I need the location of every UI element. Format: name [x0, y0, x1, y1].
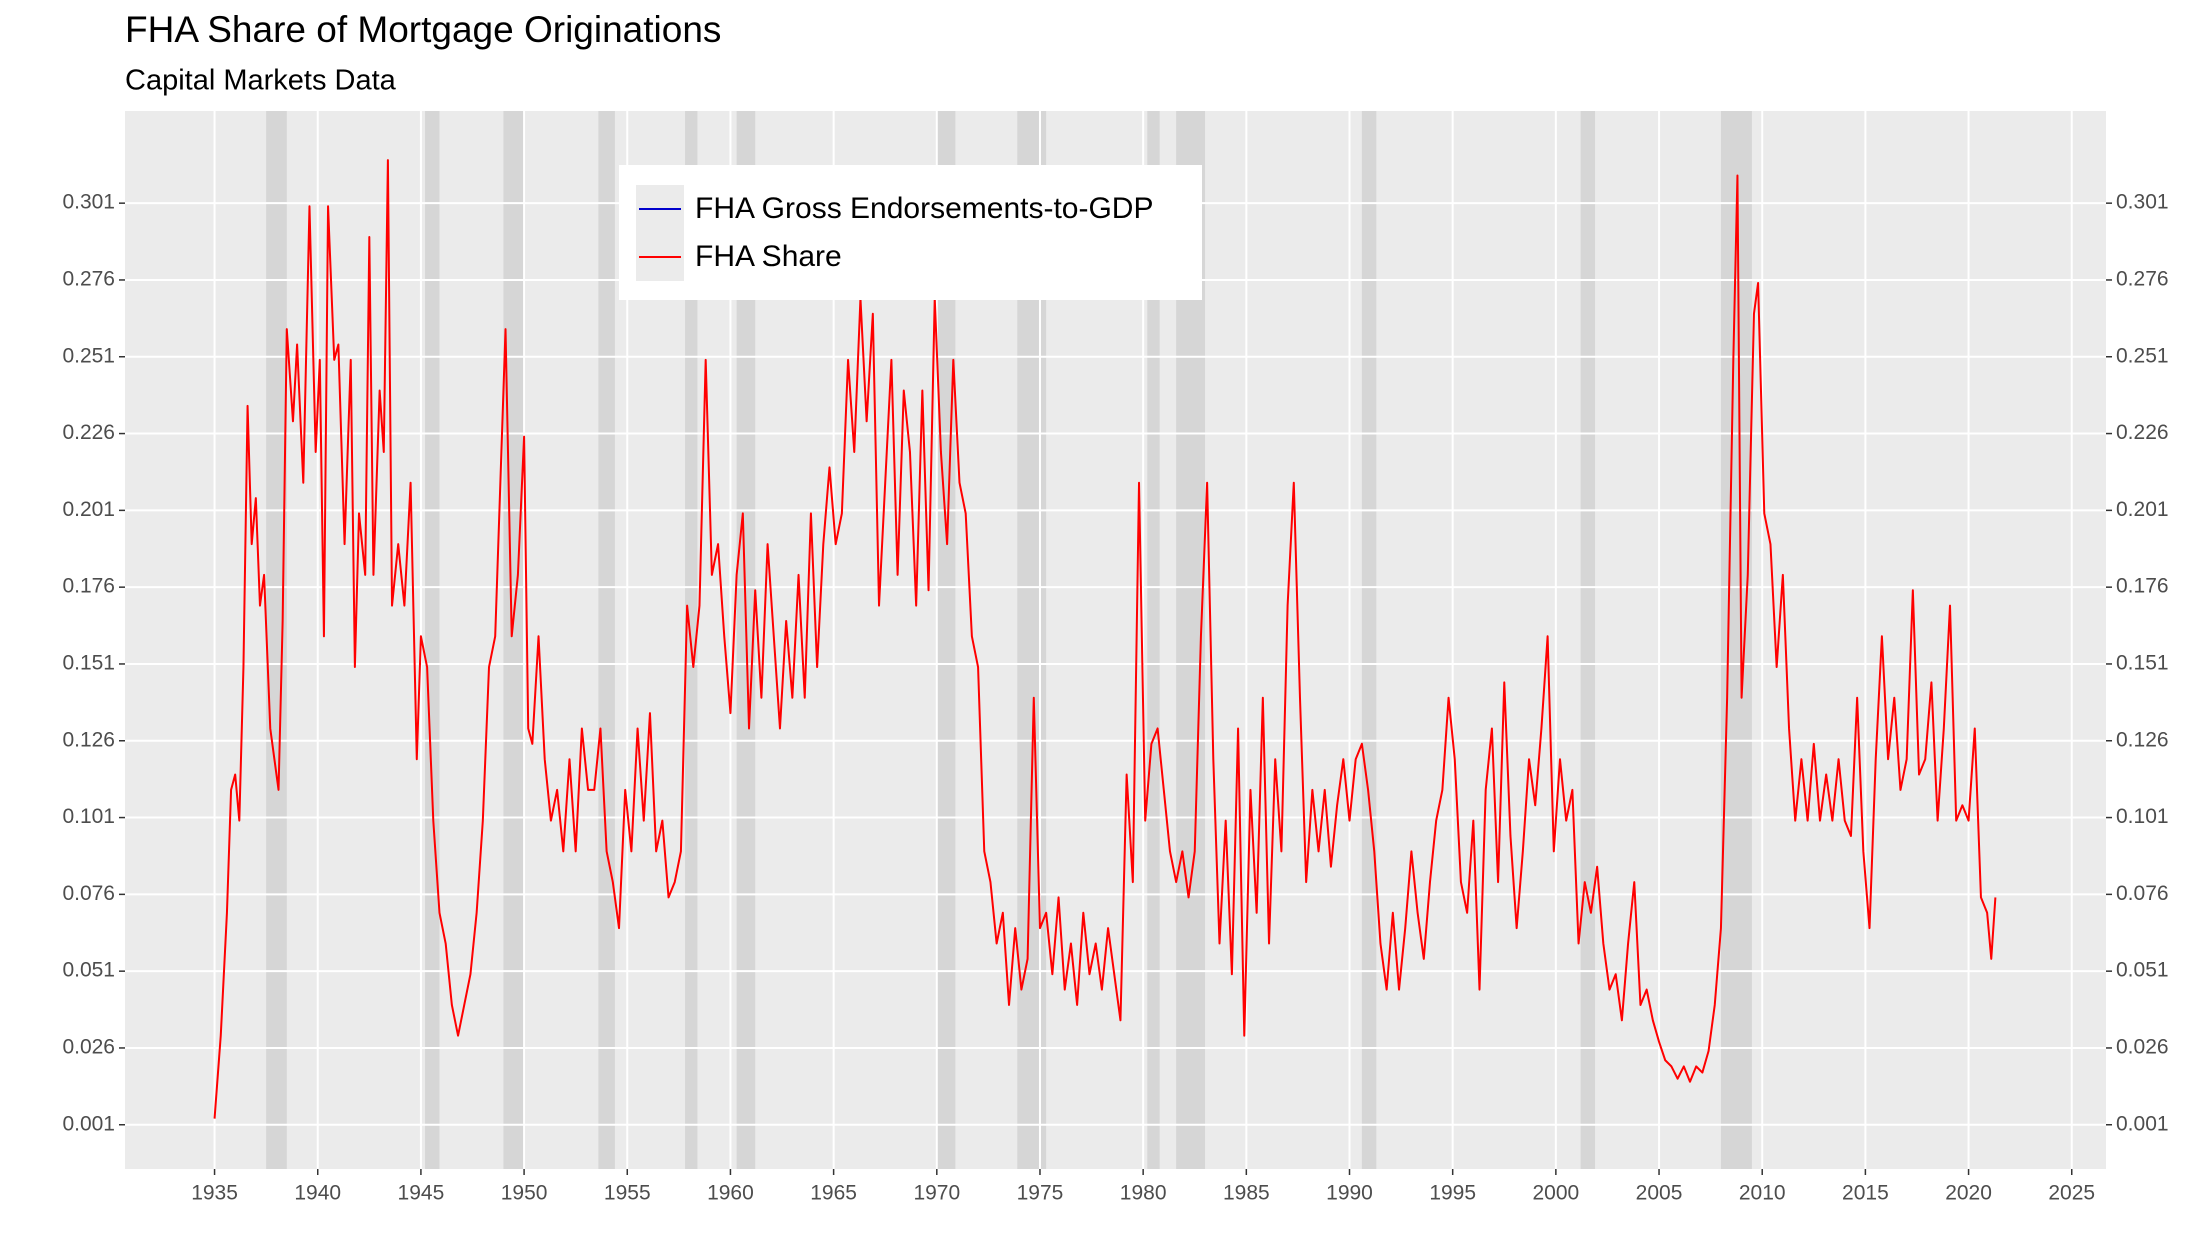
x-tick-label: 2015 — [1842, 1182, 1889, 1205]
y-tick-label: 0.176 — [62, 575, 115, 598]
y2-tick-label: 0.176 — [2116, 575, 2169, 598]
y2-tick-label: 0.226 — [2116, 421, 2169, 444]
y-tick-label: 0.201 — [62, 498, 115, 521]
y2-tick-label: 0.251 — [2116, 344, 2169, 367]
legend-label: FHA Share — [695, 240, 842, 273]
legend-label: FHA Gross Endorsements-to-GDP — [695, 192, 1153, 225]
x-tick-label: 1940 — [294, 1182, 341, 1205]
y2-tick-label: 0.276 — [2116, 268, 2169, 291]
x-tick-label: 1995 — [1429, 1182, 1476, 1205]
y-tick-label: 0.001 — [62, 1112, 115, 1135]
y2-tick-label: 0.051 — [2116, 959, 2169, 982]
legend: FHA Gross Endorsements-to-GDP FHA Share — [619, 165, 1202, 300]
x-tick-label: 2010 — [1739, 1182, 1786, 1205]
y-tick-label: 0.251 — [62, 344, 115, 367]
x-tick-label: 2025 — [2048, 1182, 2095, 1205]
y2-tick-label: 0.201 — [2116, 498, 2169, 521]
data-line — [213, 159, 1997, 1119]
x-tick-label: 1955 — [604, 1182, 651, 1205]
recession-band — [1720, 111, 1752, 1169]
y-tick-label: 0.276 — [62, 268, 115, 291]
y-tick-label: 0.026 — [62, 1036, 115, 1059]
legend-box — [619, 165, 1202, 300]
y-tick-label: 0.101 — [62, 805, 115, 828]
x-tick-label: 1960 — [707, 1182, 754, 1205]
y-tick-label: 0.226 — [62, 421, 115, 444]
recession-band — [1147, 111, 1160, 1169]
x-tick-label: 1950 — [501, 1182, 548, 1205]
x-tick-label: 1975 — [1017, 1182, 1064, 1205]
recession-band — [425, 111, 440, 1169]
x-tick-label: 1945 — [398, 1182, 445, 1205]
y2-tick-label: 0.151 — [2116, 652, 2169, 675]
x-tick-label: 1970 — [913, 1182, 960, 1205]
y2-tick-label: 0.126 — [2116, 728, 2169, 751]
y2-tick-label: 0.076 — [2116, 882, 2169, 905]
y2-tick-label: 0.001 — [2116, 1112, 2169, 1135]
y-tick-label: 0.151 — [62, 652, 115, 675]
y2-tick-label: 0.101 — [2116, 805, 2169, 828]
recession-band — [503, 111, 525, 1169]
recession-band — [936, 111, 956, 1169]
x-tick-label: 1980 — [1120, 1182, 1167, 1205]
y2-tick-label: 0.026 — [2116, 1036, 2169, 1059]
chart-subtitle: Capital Markets Data — [125, 65, 397, 97]
y-tick-label: 0.076 — [62, 882, 115, 905]
recession-band — [266, 111, 287, 1169]
x-tick-label: 1985 — [1223, 1182, 1270, 1205]
y-tick-label: 0.051 — [62, 959, 115, 982]
x-tick-label: 2020 — [1945, 1182, 1992, 1205]
y-tick-label: 0.126 — [62, 728, 115, 751]
x-tick-label: 2000 — [1533, 1182, 1580, 1205]
recession-band — [1361, 111, 1377, 1169]
x-tick-label: 1935 — [191, 1182, 238, 1205]
x-tick-label: 1965 — [810, 1182, 857, 1205]
chart-title: FHA Share of Mortgage Originations — [125, 9, 721, 50]
y-tick-label: 0.301 — [62, 191, 115, 214]
recession-band — [598, 111, 615, 1169]
x-tick-label: 1990 — [1326, 1182, 1373, 1205]
recession-band — [1580, 111, 1596, 1169]
y2-tick-label: 0.301 — [2116, 191, 2169, 214]
x-tick-label: 2005 — [1636, 1182, 1683, 1205]
